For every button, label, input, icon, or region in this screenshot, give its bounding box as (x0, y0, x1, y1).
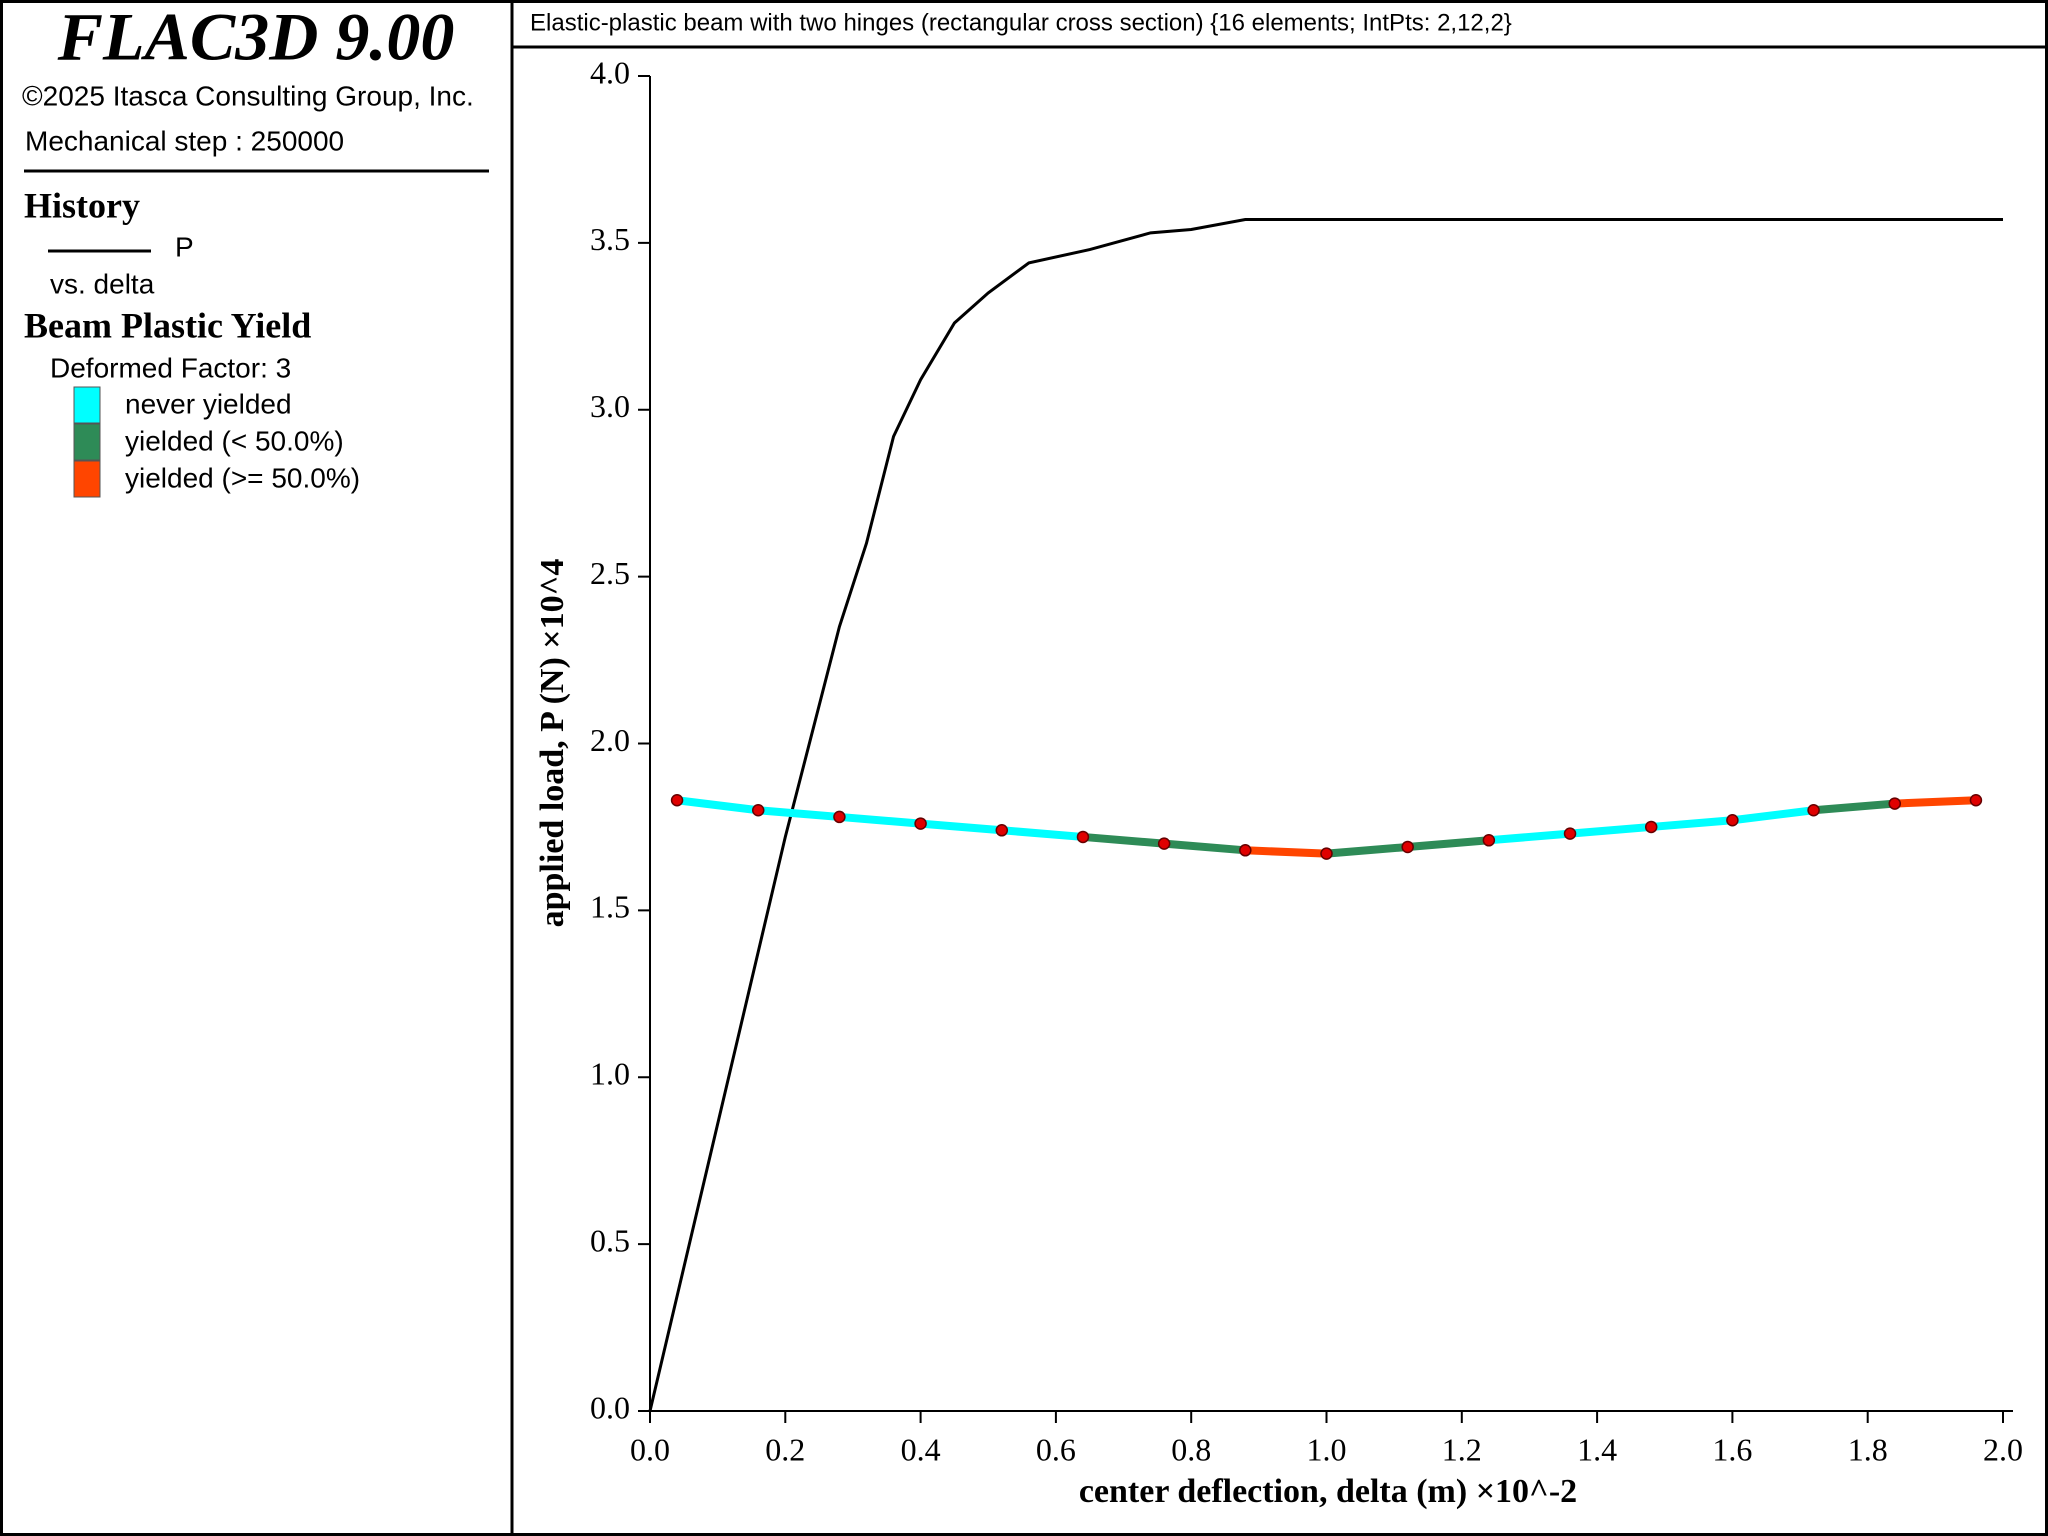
y-tick-label: 3.5 (590, 221, 630, 257)
beam-element (1241, 846, 1331, 858)
x-tick-label: 0.6 (1036, 1431, 1076, 1467)
x-tick-label: 0.2 (765, 1431, 805, 1467)
beam-element (1566, 822, 1656, 838)
beam-element (1809, 799, 1899, 815)
x-axis-title: center deflection, delta (m) ×10^-2 (1079, 1473, 1577, 1510)
y-tick-label: 4.0 (590, 54, 630, 90)
beam-node (833, 810, 846, 824)
beam-node (995, 824, 1009, 837)
beam-element (673, 796, 763, 815)
y-tick-label: 1.0 (590, 1056, 630, 1092)
beam-element (1728, 806, 1818, 825)
beam-element (835, 812, 925, 828)
x-tick-label: 1.4 (1577, 1431, 1617, 1467)
history-title: History (24, 185, 140, 225)
app-title: FLAC3D 9.00 (57, 0, 455, 75)
step: Mechanical step : 250000 (25, 125, 344, 156)
legend-swatch (73, 423, 101, 461)
beam-node (1807, 804, 1820, 817)
beam-node (1969, 793, 1983, 807)
beam-element (916, 819, 1006, 835)
beam-element (1403, 836, 1493, 851)
beam-element (1484, 829, 1575, 845)
beam-node (1644, 820, 1658, 834)
x-tick-label: 0.4 (901, 1431, 941, 1467)
y-tick-label: 1.5 (590, 889, 630, 925)
beam-factor: Deformed Factor: 3 (50, 352, 291, 383)
legend-label: never yielded (125, 388, 292, 419)
x-tick-label: 2.0 (1983, 1431, 2023, 1467)
y-tick-label: 2.0 (590, 722, 630, 758)
legend-label: yielded (< 50.0%) (125, 425, 344, 456)
legend-label: yielded (>= 50.0%) (125, 462, 360, 493)
beam-node (1401, 840, 1414, 854)
y-tick-label: 0.5 (590, 1222, 630, 1258)
y-axis-title: applied load, P (N) ×10^4 (534, 559, 571, 928)
x-tick-label: 1.8 (1848, 1431, 1888, 1467)
beam-element (1078, 832, 1169, 848)
beam-element (1647, 816, 1737, 831)
beam-node (751, 804, 765, 817)
x-tick-label: 1.0 (1307, 1431, 1347, 1467)
beam-node (1482, 834, 1496, 847)
beam-element (1890, 796, 1980, 808)
beam-node (1157, 837, 1171, 850)
legend-series: P (175, 231, 194, 262)
y-tick-label: 3.0 (590, 388, 630, 424)
beam-element (1322, 842, 1412, 858)
beam-title: Beam Plastic Yield (24, 305, 311, 345)
history-line (648, 218, 2003, 1412)
legend-swatch (73, 386, 101, 424)
beam-node (1320, 847, 1333, 860)
beam-element (1160, 839, 1250, 855)
beam-node (1888, 797, 1902, 810)
chart-title: Elastic-plastic beam with two hinges (re… (530, 9, 1512, 36)
beam-node (1076, 830, 1090, 844)
beam-node (1563, 827, 1577, 840)
y-tick-label: 2.5 (590, 555, 630, 591)
x-tick-label: 0.8 (1171, 1431, 1211, 1467)
copyright: ©2025 Itasca Consulting Group, Inc. (22, 80, 474, 111)
legend-vs: vs. delta (50, 268, 155, 299)
beam-node (670, 793, 684, 807)
x-tick-label: 0.0 (630, 1431, 670, 1467)
beam-node (914, 817, 927, 830)
x-tick-label: 1.2 (1442, 1431, 1482, 1467)
beam-node (1239, 844, 1252, 857)
legend-swatch (73, 460, 101, 498)
beam-element (997, 826, 1087, 841)
beam-element (754, 806, 844, 821)
beam-node (1726, 814, 1739, 827)
y-tick-label: 0.0 (590, 1389, 630, 1425)
x-tick-label: 1.6 (1712, 1431, 1752, 1467)
